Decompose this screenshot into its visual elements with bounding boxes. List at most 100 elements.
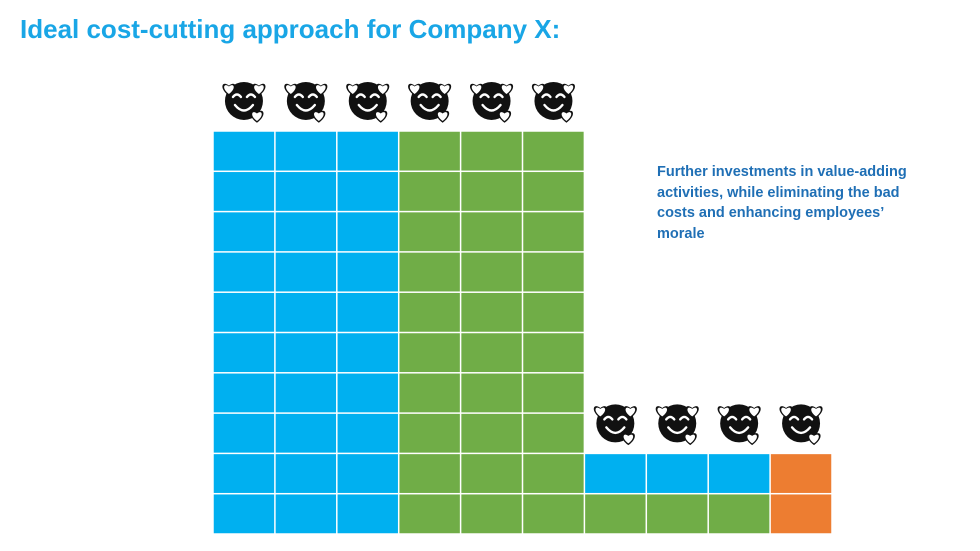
heart-shape xyxy=(809,434,819,444)
smiling-face-with-hearts-icon xyxy=(470,82,514,123)
grid-cell-orange xyxy=(770,454,832,493)
grid-cell-blue xyxy=(275,333,337,373)
grid-cell-blue xyxy=(337,252,398,292)
heart-shape xyxy=(781,407,791,417)
emoji-eye xyxy=(679,415,690,421)
emoji-face xyxy=(472,82,511,120)
heart-shape xyxy=(439,85,450,94)
heart-shape xyxy=(719,407,729,417)
grid-cell-blue xyxy=(337,413,398,453)
grid-cell-blue xyxy=(337,454,398,493)
grid-cell-orange xyxy=(770,494,832,534)
emoji-eye xyxy=(603,415,614,421)
emoji-eye xyxy=(802,415,814,421)
grid-cell-blue xyxy=(213,172,275,211)
emoji-face xyxy=(286,82,325,120)
grid-cell-blue xyxy=(213,494,275,534)
grid-cell-green xyxy=(461,212,522,252)
heart-shape xyxy=(224,85,234,94)
emoji-face xyxy=(720,404,759,443)
emoji-mouth xyxy=(543,103,564,112)
heart-shape xyxy=(375,112,386,121)
grid-cell-green xyxy=(461,252,522,292)
heart-shape xyxy=(409,85,420,94)
grid-cell-green xyxy=(523,131,584,171)
emoji-mouth xyxy=(419,103,440,112)
grid-cell-blue xyxy=(213,454,275,493)
grid-cell-blue xyxy=(213,373,275,413)
grid-cell-blue xyxy=(275,373,337,413)
heart-shape xyxy=(471,85,482,94)
emoji-eye xyxy=(245,93,257,99)
grid-cell-green xyxy=(523,454,584,493)
heart-shape xyxy=(314,112,324,121)
heart-shape xyxy=(377,85,388,94)
grid-cell-green xyxy=(461,373,522,413)
grid-cell-blue xyxy=(275,172,337,211)
grid-cell-green xyxy=(585,494,646,534)
grid-cell-green xyxy=(399,292,460,332)
emoji-mouth xyxy=(481,103,502,112)
emoji-face xyxy=(348,82,387,120)
grid-cell-blue xyxy=(213,413,275,453)
grid-cell-green xyxy=(399,212,460,252)
grid-cell-blue xyxy=(275,494,337,534)
heart-shape xyxy=(533,85,544,94)
grid-cell-green xyxy=(708,494,770,534)
annotation-note: Further investments in value-adding acti… xyxy=(657,162,957,244)
heart-shape xyxy=(437,112,448,121)
smiling-face-with-hearts-icon xyxy=(222,82,266,123)
emoji-face xyxy=(782,404,821,443)
grid-cell-green xyxy=(523,172,584,211)
heart-shape xyxy=(252,112,262,121)
grid-cell-blue xyxy=(585,454,646,493)
smiling-face-with-hearts-icon xyxy=(779,404,823,446)
emoji-eye xyxy=(493,93,504,99)
emoji-mouth xyxy=(728,426,750,435)
smiling-face-with-hearts-icon xyxy=(284,82,328,123)
emoji-mouth xyxy=(295,103,317,112)
emoji-eye xyxy=(307,93,319,99)
smiling-face-with-hearts-icon xyxy=(593,404,637,446)
grid-cell-blue xyxy=(275,454,337,493)
note-line: Further investments in value-adding xyxy=(657,164,907,180)
emoji-eye xyxy=(617,415,628,421)
emoji-eye xyxy=(355,93,366,99)
emoji-mouth xyxy=(790,426,812,435)
note-line: activities, while eliminating the bad xyxy=(657,184,900,201)
grid-cell-blue xyxy=(337,292,398,332)
grid-cell-blue xyxy=(275,131,337,171)
grid-cell-blue xyxy=(647,454,708,493)
heart-shape xyxy=(623,434,634,444)
grid-cell-blue xyxy=(337,373,398,413)
emoji-eye xyxy=(417,93,428,99)
emoji-eye xyxy=(479,93,490,99)
emoji-mouth xyxy=(233,103,255,112)
emoji-eye xyxy=(726,415,738,421)
heart-shape xyxy=(685,434,696,444)
emoji-face xyxy=(596,404,635,443)
note-line: morale xyxy=(657,225,705,242)
emoji-eye xyxy=(788,415,800,421)
grid-cell-blue xyxy=(275,413,337,453)
heart-shape xyxy=(316,85,326,94)
grid-cell-green xyxy=(523,252,584,292)
emoji-eye xyxy=(541,93,552,99)
grid-cell-green xyxy=(399,413,460,453)
emoji-mouth xyxy=(605,426,626,435)
grid-cell-green xyxy=(523,292,584,332)
grid-cell-green xyxy=(461,413,522,453)
smiling-face-with-hearts-icon xyxy=(717,404,761,446)
grid-cell-blue xyxy=(213,131,275,171)
grid-cell-green xyxy=(461,333,522,373)
heart-shape xyxy=(499,112,510,121)
grid-cell-blue xyxy=(337,333,398,373)
note-line: costs and enhancing employees’ xyxy=(657,205,885,221)
grid-cell-green xyxy=(399,333,460,373)
grid-cell-green xyxy=(523,413,584,453)
smiling-face-with-hearts-icon xyxy=(655,404,699,446)
emoji-face xyxy=(658,404,697,443)
grid-cell-blue xyxy=(337,131,398,171)
emoji-eye xyxy=(231,93,243,99)
